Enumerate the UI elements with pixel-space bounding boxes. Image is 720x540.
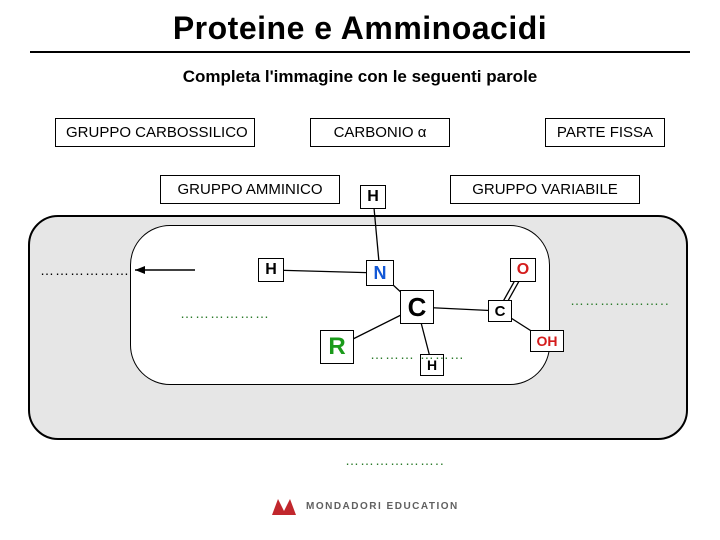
atom-C_right: C: [488, 300, 512, 322]
title-text: Proteine e Amminoacidi: [173, 10, 547, 46]
atom-N: N: [366, 260, 394, 286]
blank-b_left[interactable]: ………………: [40, 262, 130, 278]
word-amminico[interactable]: GRUPPO AMMINICO: [160, 175, 340, 204]
subtitle-text: Completa l'immagine con le seguenti paro…: [183, 67, 538, 86]
word-parte_fissa[interactable]: PARTE FISSA: [545, 118, 665, 147]
page-title: Proteine e Amminoacidi: [0, 0, 720, 47]
blank-b_mid[interactable]: ………………: [180, 305, 270, 321]
word-variabile[interactable]: GRUPPO VARIABILE: [450, 175, 640, 204]
atom-H_top: H: [360, 185, 386, 209]
atom-H_left: H: [258, 258, 284, 282]
footer: MONDADORI EDUCATION: [270, 495, 459, 517]
blank-b_below[interactable]: ………………..: [345, 452, 445, 468]
subtitle: Completa l'immagine con le seguenti paro…: [0, 67, 720, 87]
word-carbonio[interactable]: CARBONIO α: [310, 118, 450, 147]
blank-b_center[interactable]: ……… ………: [370, 346, 465, 362]
title-underline: [30, 51, 690, 53]
word-carbossilico[interactable]: GRUPPO CARBOSSILICO: [55, 118, 255, 147]
footer-text: MONDADORI EDUCATION: [306, 501, 459, 512]
footer-logo: [270, 495, 298, 517]
atom-R: R: [320, 330, 354, 364]
atom-C_center: C: [400, 290, 434, 324]
blank-b_right[interactable]: ………………..: [570, 292, 670, 308]
atom-O: O: [510, 258, 536, 282]
atom-OH: OH: [530, 330, 564, 352]
